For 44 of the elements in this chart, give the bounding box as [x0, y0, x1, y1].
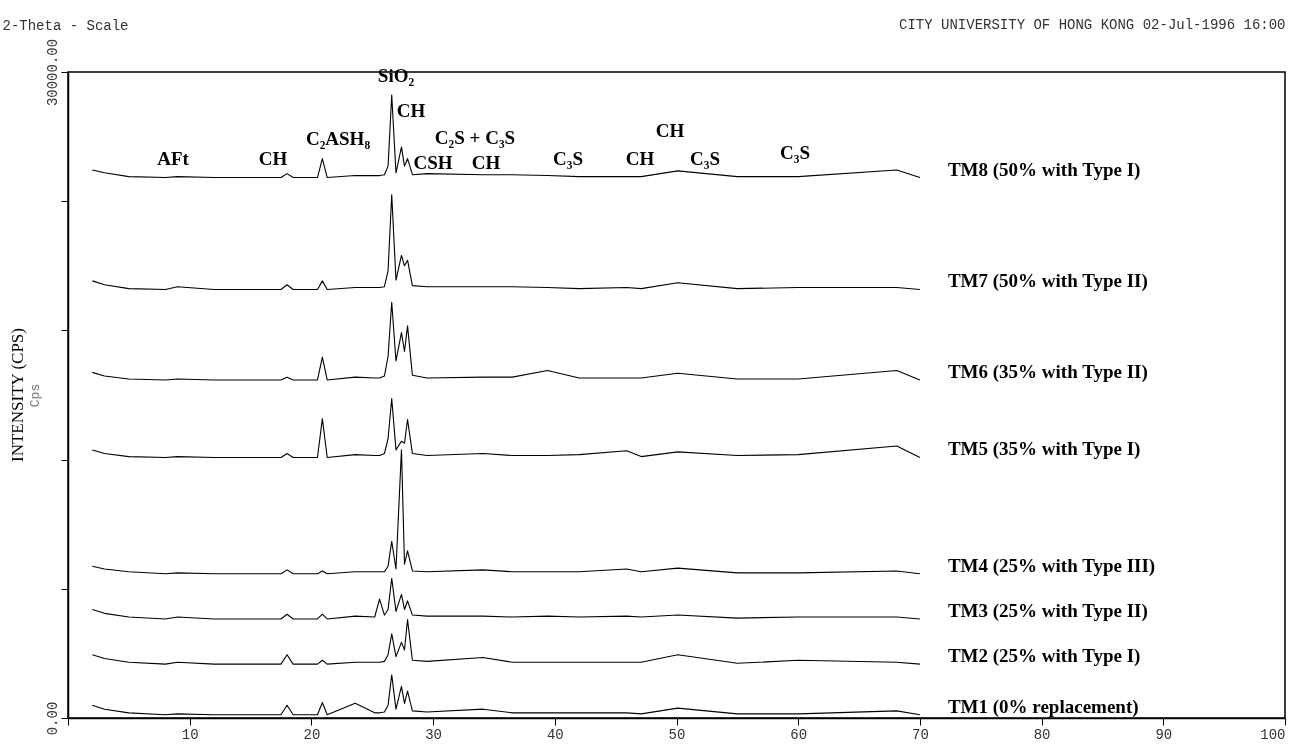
annotation: C₃S: [690, 148, 720, 169]
annotation: CH: [655, 120, 685, 141]
x-tick-label: 60: [790, 726, 808, 743]
line-series: [91, 619, 921, 665]
y-tick-label: 30000.00: [44, 38, 61, 107]
x-tick-label: 100: [1260, 726, 1286, 743]
annotation: CH: [625, 148, 655, 169]
series-label: TM7 (50% with Type II): [947, 270, 1148, 293]
x-tick-label: 80: [1033, 726, 1051, 743]
line-series: [91, 301, 921, 381]
x-tick-label: 30: [425, 726, 443, 743]
x-tick-label: 20: [303, 726, 321, 743]
annotation: CH: [258, 148, 288, 169]
annotation: C₂S + C₃S: [434, 127, 516, 148]
series-label: TM8 (50% with Type I): [947, 158, 1141, 181]
series-label: TM1 (0% replacement): [947, 695, 1139, 718]
y-tick-label: 0.00: [44, 701, 61, 736]
annotation: C₂ASH₈: [305, 128, 371, 149]
line-series: [91, 674, 921, 716]
text: INTENSITY (CPS): [8, 328, 27, 462]
x-tick-label: 40: [546, 726, 564, 743]
x-tick-label: 10: [181, 726, 199, 743]
series-label: TM3 (25% with Type II): [947, 599, 1148, 622]
annotation: CSH: [413, 152, 453, 173]
y-axis-title: Cps: [27, 383, 43, 408]
x-tick-label: 90: [1155, 726, 1173, 743]
series-label: TM5 (35% with Type I): [947, 438, 1141, 461]
series-label: TM2 (25% with Type I): [947, 645, 1141, 668]
annotation: CH: [471, 152, 501, 173]
series-label: TM4 (25% with Type III): [947, 554, 1156, 577]
x-tick-label: 70: [911, 726, 929, 743]
line-series: [91, 449, 921, 575]
series-label: TM6 (35% with Type II): [947, 360, 1148, 383]
line-series: [91, 94, 921, 179]
annotation: AFt: [157, 148, 190, 169]
line-series: [91, 577, 921, 620]
x-tick-label: 50: [668, 726, 686, 743]
chart-title: CITY UNIVERSITY OF HONG KONG 02-Jul-1996 16:00: [899, 17, 1286, 33]
line-series: [91, 398, 921, 458]
annotation: C₃S: [553, 148, 583, 169]
line-series: [91, 194, 921, 291]
x-axis-title: 2-Theta - Scale: [2, 17, 129, 34]
annotation: CH: [396, 100, 426, 121]
annotation: C₃S: [780, 142, 810, 163]
